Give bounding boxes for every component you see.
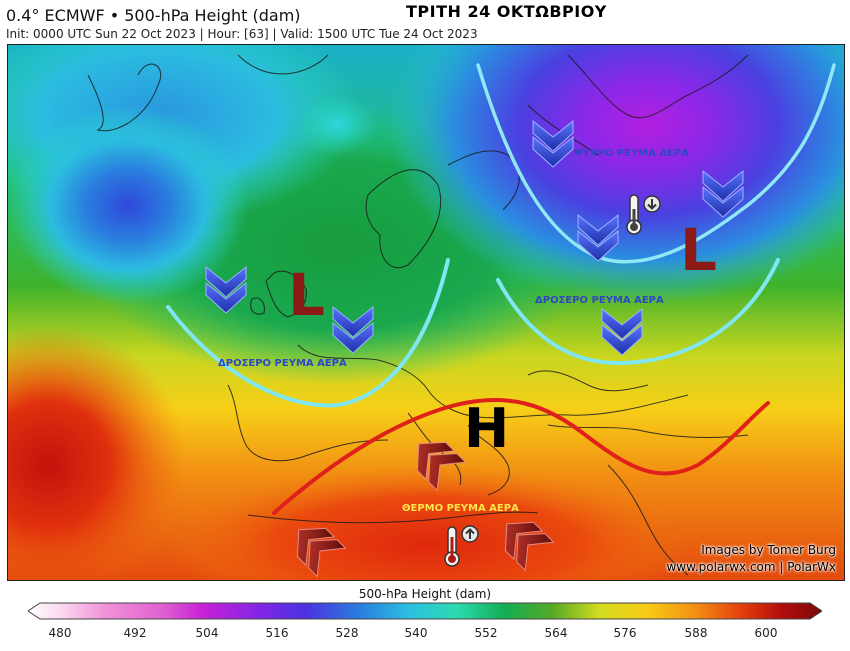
colorbar-tick: 516: [265, 626, 289, 640]
colorbar-tick: 480: [48, 626, 72, 640]
colorbar-tick: 588: [684, 626, 708, 640]
colorbar-tick: 504: [195, 626, 219, 640]
cool-arrow-4: [577, 213, 619, 262]
colorbar-tick: 552: [474, 626, 498, 640]
high-pressure-center: H: [464, 397, 509, 460]
warm-arrow-1: [416, 441, 467, 492]
map-subtitle: Init: 0000 UTC Sun 22 Oct 2023 | Hour: […: [6, 27, 478, 41]
cool-arrow-1: [205, 265, 247, 314]
credit-author: Images by Tomer Burg: [701, 543, 836, 557]
warm-arrow-2: [296, 527, 347, 578]
colorbar-tick: 540: [404, 626, 428, 640]
thermometer-warm-icon: [444, 525, 479, 567]
cool-arrow-3: [532, 119, 574, 168]
map-title: 0.4° ECMWF • 500-hPa Height (dam): [6, 6, 301, 25]
warm-arrow-3: [504, 521, 555, 572]
trough-line-west: [166, 258, 450, 408]
date-title: ΤΡΙΤΗ 24 ΟΚΤΩΒΡΙΟΥ: [406, 2, 607, 21]
colorbar-tick: 564: [544, 626, 568, 640]
label-warm-flow-south: ΘΕΡΜΟ ΡΕΥΜΑ ΑΕΡΑ: [402, 503, 519, 514]
colorbar-title: 500-hPa Height (dam): [358, 587, 492, 601]
credit-website: www.polarwx.com | PolarWx: [666, 560, 836, 574]
label-cool-flow-east: ΔΡΟΣΕΡΟ ΡΕΥΜΑ ΑΕΡΑ: [535, 295, 664, 306]
ridge-line: [272, 397, 770, 515]
height-field-cyan-patch: [298, 95, 378, 155]
cool-arrow-6: [601, 307, 643, 356]
colorbar-tick: 576: [613, 626, 637, 640]
label-cold-flow-northeast: ΨΥΧΡΟ ΡΕΥΜΑ ΑΕΡΑ: [574, 148, 689, 159]
height-field-hot-southwest: [8, 325, 188, 580]
colorbar: [28, 602, 822, 620]
coastlines: [87, 54, 749, 576]
colorbar-tick: 492: [123, 626, 147, 640]
label-cool-flow-west: ΔΡΟΣΕΡΟ ΡΕΥΜΑ ΑΕΡΑ: [218, 358, 347, 369]
trough-line-east: [496, 258, 780, 366]
thermometer-cold-icon: [626, 194, 661, 235]
height-field-low-northeast: [388, 45, 844, 305]
cool-arrow-2: [332, 305, 374, 354]
colorbar-tick: 600: [754, 626, 778, 640]
trough-line-north: [476, 63, 836, 264]
low-pressure-west: L: [288, 261, 325, 329]
colorbar-tick: 528: [335, 626, 359, 640]
map-panel: L L H ΔΡΟΣΕΡΟ ΡΕΥΜΑ ΑΕΡΑ ΔΡΟΣΕΡΟ ΡΕΥΜΑ Α…: [7, 44, 845, 581]
cool-arrow-5: [702, 169, 744, 218]
height-field-low-northwest: [8, 105, 248, 305]
low-pressure-east: L: [680, 216, 717, 284]
